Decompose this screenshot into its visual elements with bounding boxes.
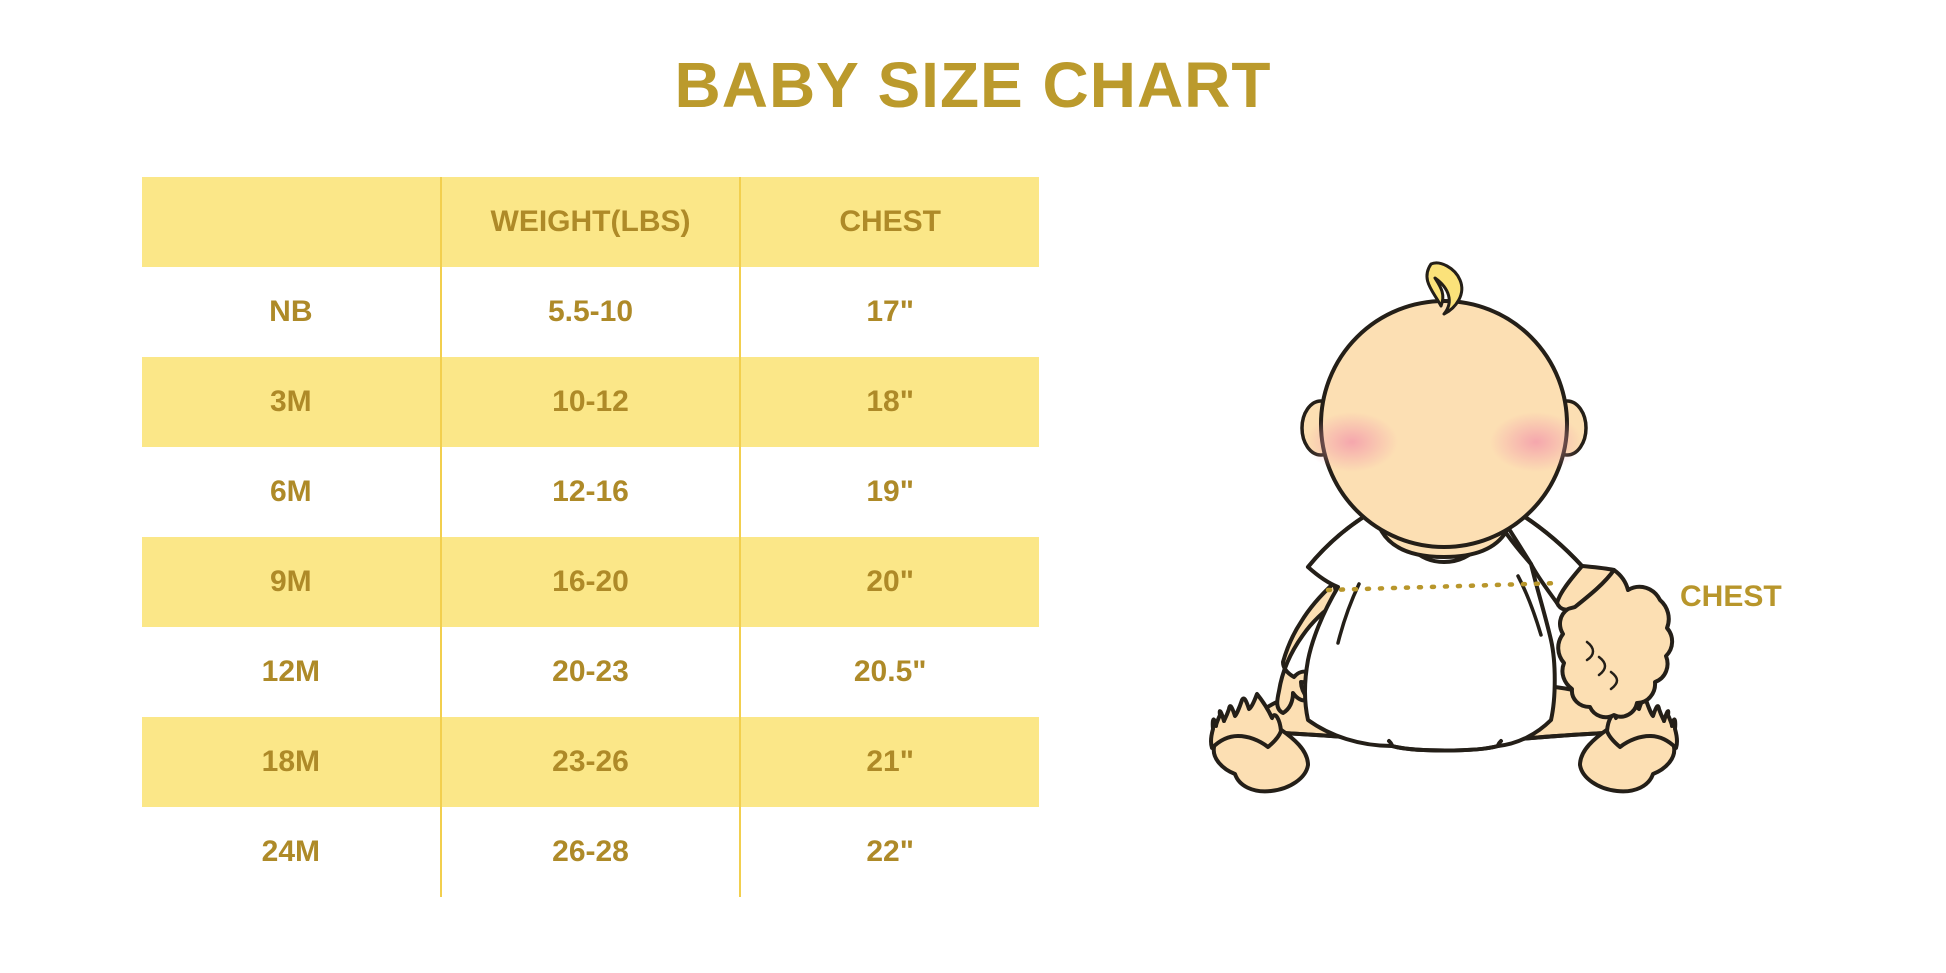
svg-text:CHEST: CHEST: [1680, 580, 1782, 613]
